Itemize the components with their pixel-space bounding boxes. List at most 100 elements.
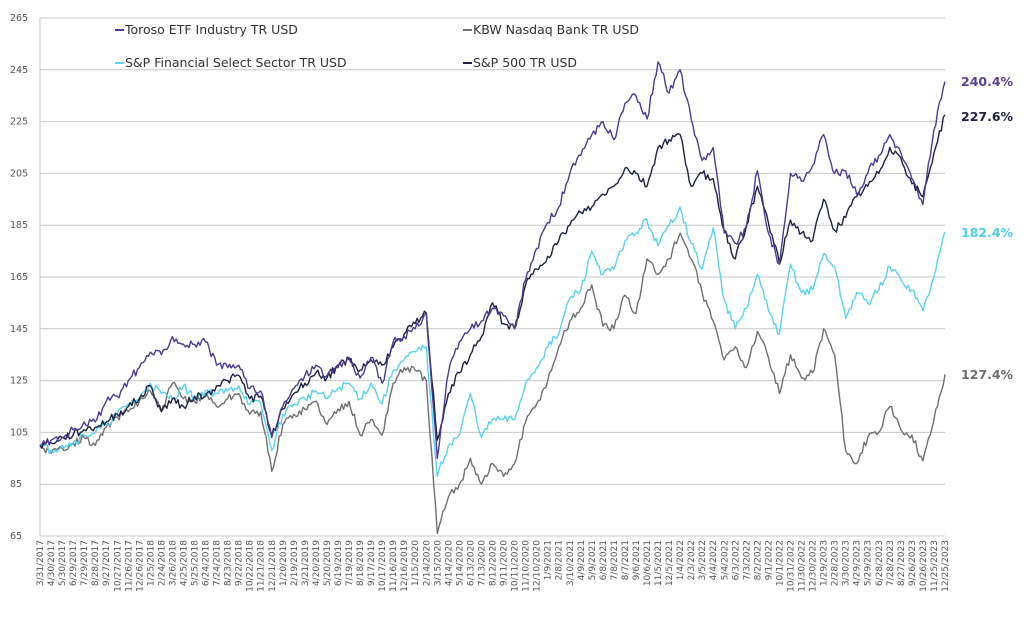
x-tick-label: 9/1/2022: [764, 540, 774, 580]
y-tick-label: 85: [10, 479, 22, 490]
x-tick-label: 1/25/2018: [146, 540, 156, 586]
x-tick-label: 2/19/2019: [290, 540, 300, 586]
x-tick-label: 5/20/2019: [323, 540, 333, 586]
x-tick-label: 1/15/2020: [411, 540, 421, 586]
y-tick-label: 265: [10, 13, 28, 24]
x-axis: 3/31/2017 4/30/2017 5/30/2017 6/29/2017 7/29…: [36, 540, 951, 592]
series-line: [39, 232, 946, 535]
x-tick-label: 12/16/2019: [400, 540, 410, 592]
end-value-label: 227.6%: [961, 109, 1014, 124]
x-tick-label: 7/24/2018: [213, 540, 223, 586]
x-tick-label: 5/4/2022: [720, 540, 730, 580]
y-tick-label: 245: [10, 65, 28, 76]
x-tick-label: 8/12/2020: [489, 540, 499, 586]
legend-label: Toroso ETF Industry TR USD: [124, 22, 298, 37]
y-tick-label: 65: [10, 531, 22, 542]
series-lines: [39, 61, 946, 535]
x-tick-label: 7/8/2021: [610, 540, 620, 580]
x-tick-label: 3/31/2017: [36, 540, 46, 586]
x-tick-label: 12/21/2018: [268, 540, 278, 592]
x-tick-label: 8/28/2017: [91, 540, 101, 586]
x-tick-label: 8/2/2022: [753, 540, 763, 580]
legend-label: S&P Financial Select Sector TR USD: [125, 55, 347, 70]
x-tick-label: 10/6/2021: [643, 540, 653, 586]
end-value-label: 127.4%: [961, 367, 1014, 382]
x-tick-label: 11/25/2023: [930, 540, 940, 592]
x-tick-label: 10/17/2019: [378, 540, 388, 592]
end-value-label: 240.4%: [961, 74, 1014, 89]
x-tick-label: 2/3/2022: [687, 540, 697, 580]
series-line: [39, 61, 946, 459]
end-labels: 127.4% 182.4% 227.6% 240.4%: [961, 74, 1014, 382]
y-axis: 65 85 105 125 145 165 185 205 225 245 265: [10, 13, 41, 542]
x-tick-label: 7/13/2020: [477, 540, 487, 586]
x-tick-label: 10/31/2022: [786, 540, 796, 592]
x-tick-label: 4/30/2017: [47, 540, 57, 586]
x-tick-label: 3/5/2022: [698, 540, 708, 580]
x-tick-label: 8/7/2021: [621, 540, 631, 580]
x-tick-label: 9/22/2018: [235, 540, 245, 586]
x-tick-label: 11/16/2019: [389, 540, 399, 592]
x-tick-label: 10/22/2018: [246, 540, 256, 592]
x-tick-label: 6/24/2018: [202, 540, 212, 586]
x-tick-label: 5/30/2017: [58, 540, 68, 586]
x-tick-label: 3/26/2018: [168, 540, 178, 586]
x-tick-label: 1/9/2021: [544, 540, 554, 580]
x-tick-label: 8/27/2023: [897, 540, 907, 586]
x-tick-label: 9/6/2021: [632, 540, 642, 580]
series-line: [39, 114, 946, 449]
x-tick-label: 12/5/2021: [665, 540, 675, 586]
x-tick-label: 10/11/2020: [511, 540, 521, 592]
x-tick-label: 4/29/2023: [853, 540, 863, 586]
x-tick-label: 3/15/2020: [433, 540, 443, 586]
x-tick-label: 5/9/2021: [588, 540, 598, 580]
y-tick-label: 185: [10, 220, 28, 231]
x-tick-label: 7/19/2019: [345, 540, 355, 586]
x-tick-label: 6/28/2023: [875, 540, 885, 586]
x-tick-label: 1/4/2022: [676, 540, 686, 580]
series-line: [39, 206, 946, 478]
y-tick-label: 165: [10, 272, 28, 283]
x-tick-label: 4/9/2021: [577, 540, 587, 580]
x-tick-label: 11/26/2017: [124, 540, 134, 592]
x-tick-label: 2/14/2020: [422, 540, 432, 586]
x-tick-label: 12/10/2020: [533, 540, 543, 592]
x-tick-label: 6/29/2017: [69, 540, 79, 586]
x-tick-label: 12/30/2022: [809, 540, 819, 592]
x-tick-label: 12/25/2023: [941, 540, 951, 592]
x-tick-label: 9/26/2023: [908, 540, 918, 586]
x-tick-label: 6/19/2019: [334, 540, 344, 586]
legend-label: KBW Nasdaq Bank TR USD: [473, 22, 639, 37]
x-tick-label: 12/26/2017: [135, 540, 145, 592]
x-tick-label: 8/23/2018: [224, 540, 234, 586]
y-tick-label: 145: [10, 324, 28, 335]
x-tick-label: 9/27/2017: [102, 540, 112, 586]
x-tick-label: 2/28/2023: [831, 540, 841, 586]
x-tick-label: 4/14/2020: [444, 540, 454, 586]
x-tick-label: 10/27/2017: [113, 540, 123, 592]
x-tick-label: 8/18/2019: [356, 540, 366, 586]
x-tick-label: 3/30/2023: [842, 540, 852, 586]
x-tick-label: 4/25/2018: [179, 540, 189, 586]
gridlines: [40, 17, 945, 537]
x-tick-label: 1/20/2019: [279, 540, 289, 586]
x-tick-label: 9/11/2020: [500, 540, 510, 586]
x-tick-label: 6/8/2021: [599, 540, 609, 580]
x-tick-label: 6/13/2020: [466, 540, 476, 586]
x-tick-label: 11/30/2022: [798, 540, 808, 592]
x-tick-label: 7/28/2023: [886, 540, 896, 586]
x-tick-label: 5/14/2020: [455, 540, 465, 586]
y-tick-label: 125: [10, 376, 28, 387]
x-tick-label: 7/3/2022: [742, 540, 752, 580]
x-tick-label: 4/4/2022: [709, 540, 719, 580]
x-tick-label: 10/26/2023: [919, 540, 929, 592]
x-tick-label: 5/25/2018: [191, 540, 201, 586]
x-tick-label: 4/20/2019: [312, 540, 322, 586]
x-tick-label: 6/3/2022: [731, 540, 741, 580]
x-tick-label: 10/1/2022: [775, 540, 785, 586]
y-tick-label: 105: [10, 427, 28, 438]
legend: Toroso ETF Industry TR USD KBW Nasdaq Ban…: [115, 22, 639, 70]
x-tick-label: 11/10/2020: [522, 540, 532, 592]
x-tick-label: 5/29/2023: [864, 540, 874, 586]
